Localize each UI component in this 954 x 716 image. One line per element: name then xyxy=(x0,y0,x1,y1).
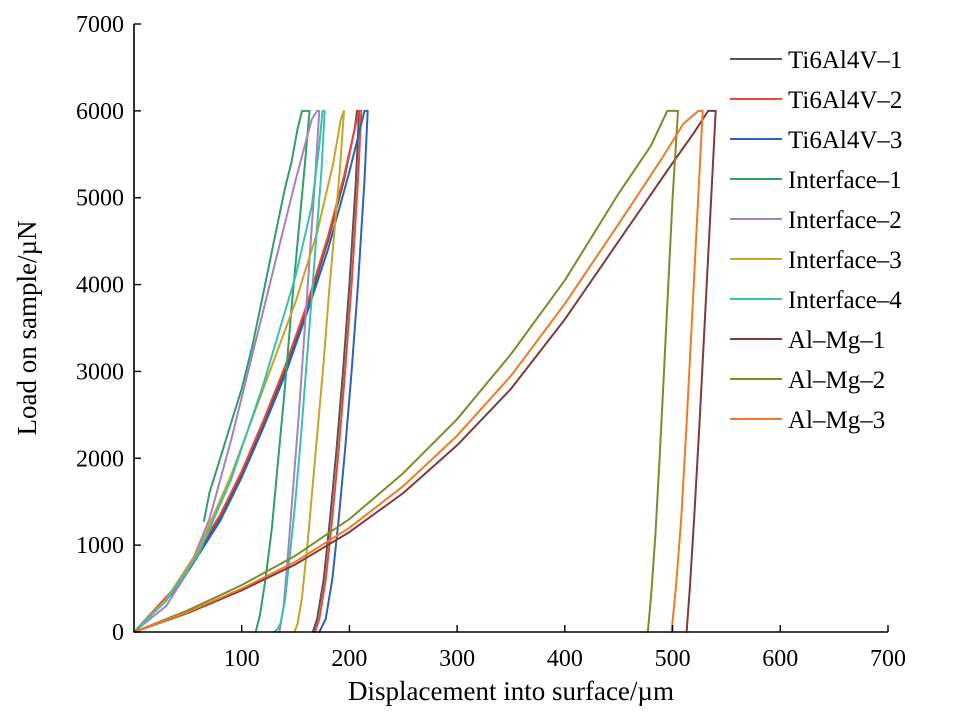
legend-label: Ti6Al4V–3 xyxy=(788,127,902,154)
series-line xyxy=(133,109,361,633)
y-axis-label: Load on sample/µN xyxy=(12,220,42,435)
y-tick-label: 4000 xyxy=(76,273,124,299)
y-tick-label: 0 xyxy=(112,620,124,646)
series-line xyxy=(133,109,369,633)
legend-label: Ti6Al4V–2 xyxy=(788,87,902,114)
series-line xyxy=(133,109,679,633)
legend-label: Interface–3 xyxy=(788,247,902,274)
plot-area xyxy=(133,109,717,633)
legend-label: Interface–1 xyxy=(788,167,902,194)
legend-label: Al–Mg–3 xyxy=(788,407,885,434)
x-tick-label: 700 xyxy=(870,646,906,672)
series-line xyxy=(133,109,363,633)
y-tick-label: 6000 xyxy=(76,99,124,125)
legend-label: Interface–2 xyxy=(788,207,902,234)
y-tick-label: 7000 xyxy=(76,12,124,38)
series-line xyxy=(133,109,717,633)
x-tick-label: 400 xyxy=(547,646,583,672)
series-line xyxy=(203,109,311,633)
legend-label: Interface–4 xyxy=(788,287,902,314)
x-axis-label: Displacement into surface/µm xyxy=(348,676,674,706)
legend-label: Al–Mg–1 xyxy=(788,327,885,354)
y-tick-label: 2000 xyxy=(76,446,124,472)
y-tick-label: 5000 xyxy=(76,186,124,212)
legend-label: Ti6Al4V–1 xyxy=(788,47,902,74)
series-line xyxy=(133,109,326,633)
legend-label: Al–Mg–2 xyxy=(788,367,885,394)
legend: Ti6Al4V–1 Ti6Al4V–2 Ti6Al4V–3 Interface–1 In… xyxy=(730,47,902,434)
y-tick-label: 3000 xyxy=(76,359,124,385)
x-tick-label: 600 xyxy=(762,646,798,672)
x-tick-label: 300 xyxy=(439,646,475,672)
x-tick-label: 100 xyxy=(224,646,260,672)
x-tick-label: 200 xyxy=(331,646,367,672)
y-tick-label: 1000 xyxy=(76,533,124,559)
series-line xyxy=(133,109,704,633)
axes: 100 200 300 400 500 600 7000100020003000400050… xyxy=(76,12,906,672)
series-line xyxy=(133,109,321,633)
x-tick-label: 500 xyxy=(655,646,691,672)
